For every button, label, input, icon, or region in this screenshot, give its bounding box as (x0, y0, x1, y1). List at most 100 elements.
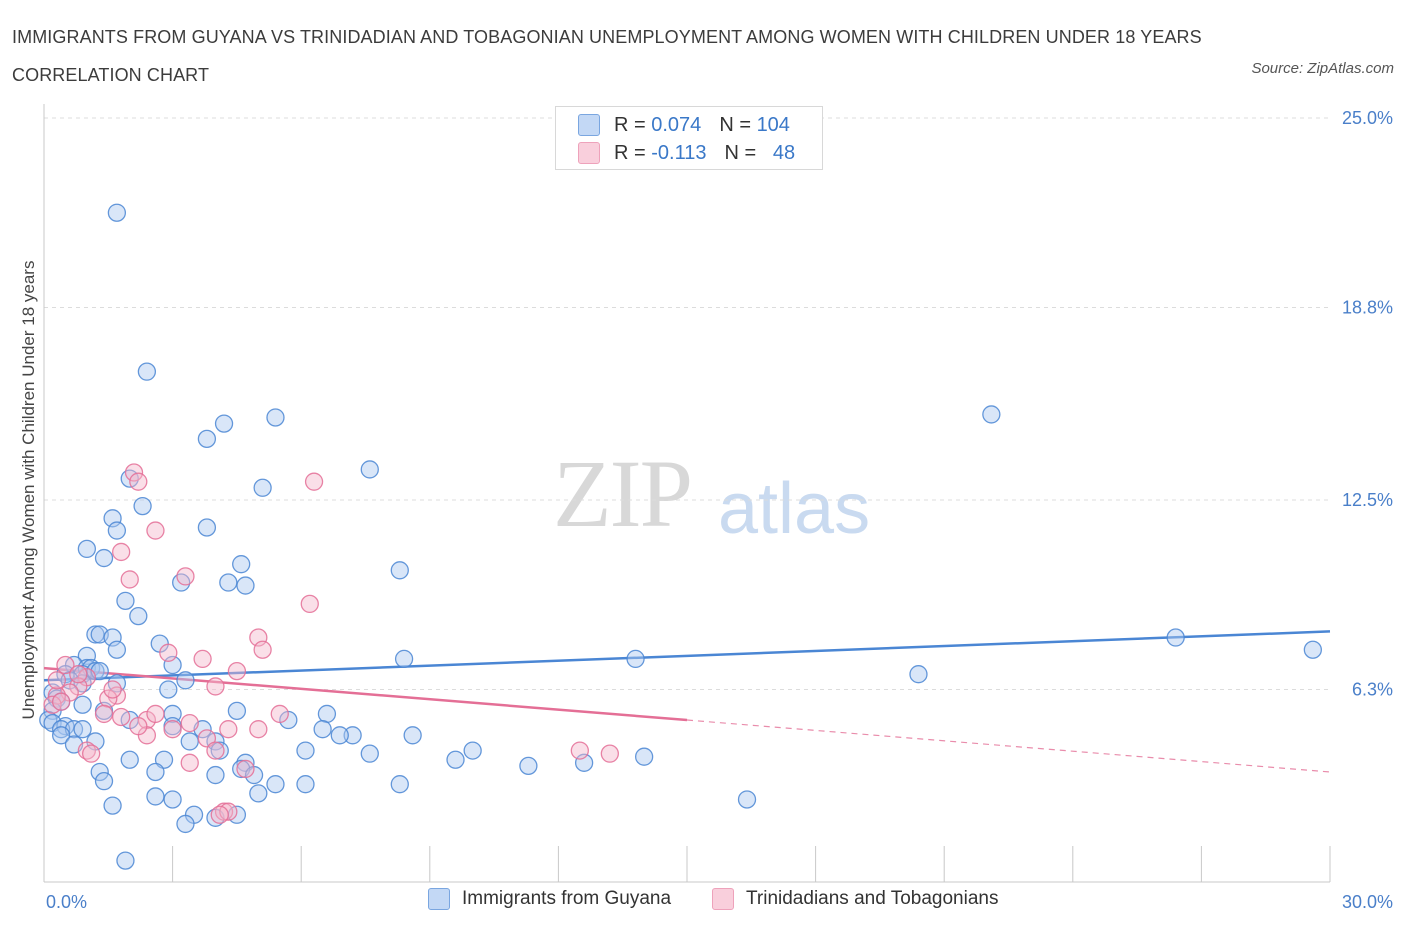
point-trinidad (103, 680, 122, 699)
point-guyana (133, 496, 152, 516)
x-tick-label: 0.0% (46, 892, 87, 912)
point-trinidad (210, 805, 229, 824)
point-guyana (227, 701, 247, 721)
point-guyana (197, 518, 217, 537)
point-guyana (116, 851, 135, 870)
point-guyana (129, 606, 148, 626)
y-tick-label: 18.8% (1342, 297, 1393, 317)
point-guyana (737, 790, 757, 809)
point-guyana (296, 775, 315, 794)
point-guyana (180, 732, 199, 751)
point-guyana (219, 573, 238, 592)
axes (43, 104, 1331, 883)
point-guyana (77, 539, 97, 559)
point-trinidad (82, 744, 101, 763)
grid-lines (44, 117, 1330, 690)
chart-title: IMMIGRANTS FROM GUYANA VS TRINIDADIAN AN… (12, 27, 1202, 85)
legend-row-guyana: R = 0.074 N = 104 (578, 112, 790, 138)
point-guyana (519, 756, 538, 776)
point-trinidad (176, 567, 195, 586)
point-guyana (86, 625, 105, 644)
y-tick-label: 6.3% (1352, 679, 1393, 699)
point-guyana (403, 726, 422, 745)
point-guyana (249, 784, 268, 803)
legend-n-value: 104 (756, 113, 790, 136)
point-guyana (159, 680, 178, 699)
point-guyana (214, 414, 234, 433)
legend-r-value: -0.113 (651, 141, 707, 164)
point-trinidad (120, 570, 139, 589)
point-trinidad (270, 704, 289, 724)
x-tick-label: 30.0% (1342, 892, 1393, 912)
point-trinidad (146, 521, 165, 540)
point-trinidad (159, 643, 178, 662)
bottom-legend-label: Trinidadians and Tobagonians (746, 888, 999, 909)
point-guyana (394, 649, 414, 669)
point-trinidad (180, 753, 199, 772)
trend-line-trinidad-dashed (686, 719, 1331, 773)
point-guyana (266, 775, 285, 794)
point-trinidad (112, 542, 131, 562)
point-trinidad (56, 655, 75, 675)
point-trinidad (600, 744, 619, 763)
point-guyana (103, 796, 122, 815)
point-trinidad (300, 594, 319, 614)
point-guyana (197, 429, 217, 449)
axis-labels: 6.3% 12.5% 18.8% 25.0% 0.0% 30.0% Unemployment… (19, 108, 1393, 912)
point-guyana (73, 720, 92, 739)
bottom-legend-guyana: Immigrants from Guyana (428, 888, 671, 910)
point-guyana (146, 787, 165, 806)
legend-r-label: R = (614, 113, 646, 136)
point-guyana (206, 765, 225, 785)
point-guyana (232, 555, 251, 574)
point-guyana (51, 720, 71, 739)
point-guyana (51, 726, 71, 745)
point-trinidad (304, 472, 324, 491)
point-guyana (463, 741, 482, 760)
point-guyana (446, 750, 465, 769)
point-guyana (626, 649, 645, 669)
source-label: Source: ZipAtlas.com (1251, 60, 1394, 77)
point-trinidad (206, 741, 225, 760)
data-points (39, 203, 1323, 870)
point-guyana (116, 591, 135, 610)
point-guyana (909, 665, 928, 684)
point-guyana (73, 695, 92, 714)
point-trinidad (236, 759, 255, 779)
y-axis-label: Unemployment Among Women with Children U… (19, 261, 38, 720)
point-guyana (1303, 640, 1323, 659)
trend-line-trinidad (43, 666, 688, 722)
point-trinidad (570, 741, 589, 760)
point-guyana (390, 561, 409, 580)
watermark-zip: ZIP (553, 440, 693, 547)
point-guyana (146, 762, 165, 782)
point-trinidad (146, 704, 165, 724)
legend-n-label: N = (724, 141, 757, 164)
point-guyana (1166, 628, 1185, 647)
point-guyana (253, 478, 272, 497)
point-trinidad (124, 463, 144, 482)
point-trinidad (180, 713, 199, 733)
legend-row-trinidad: R = -0.113 N = 48 (578, 140, 795, 166)
legend-swatch-guyana (578, 114, 600, 136)
point-guyana (107, 640, 127, 659)
point-guyana (266, 408, 285, 427)
point-guyana (176, 671, 195, 690)
legend-swatch-trinidad (578, 142, 600, 164)
point-guyana (210, 741, 229, 760)
point-trinidad (94, 704, 114, 724)
point-trinidad (112, 707, 131, 727)
point-trinidad (249, 720, 268, 739)
point-guyana (107, 521, 127, 540)
point-guyana (90, 762, 109, 782)
point-trinidad (47, 671, 67, 690)
bottom-legend-trinidad: Trinidadians and Tobagonians (712, 888, 998, 910)
point-trinidad (206, 677, 225, 696)
point-guyana (330, 726, 349, 745)
point-trinidad (253, 640, 272, 659)
point-guyana (94, 772, 114, 791)
watermark-atlas: atlas (718, 469, 871, 549)
bottom-legend-label: Immigrants from Guyana (462, 888, 672, 909)
point-trinidad (219, 720, 238, 739)
